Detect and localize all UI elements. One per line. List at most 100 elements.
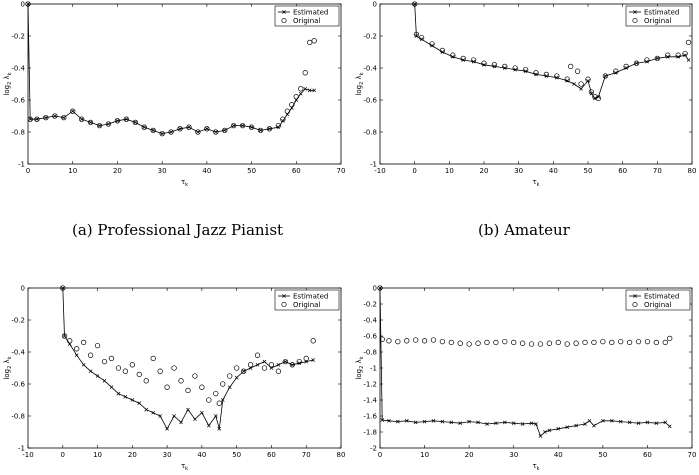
estimated-point — [311, 358, 316, 362]
estimated-point — [165, 426, 169, 431]
original-point — [108, 355, 115, 362]
original-point — [293, 94, 299, 100]
estimated-point — [123, 394, 128, 399]
x-axis-label: τk — [532, 178, 539, 188]
original-point — [582, 339, 588, 346]
original-point — [439, 47, 446, 54]
legend-box — [625, 5, 691, 27]
x-tick-label: 20 — [480, 167, 489, 175]
plot-area — [27, 287, 342, 449]
x-tick-label: 40 — [549, 167, 558, 175]
estimated-point — [28, 117, 33, 122]
estimated-point — [663, 420, 668, 425]
y-tick-label: -1.4 — [363, 397, 377, 405]
original-point — [537, 341, 544, 347]
original-point — [74, 346, 80, 352]
legend-original-marker — [632, 301, 638, 308]
x-tick-label: 70 — [302, 451, 311, 459]
estimated-point — [88, 120, 93, 125]
estimated-point — [307, 88, 312, 93]
estimated-point — [88, 369, 93, 374]
x-tick-label: 10 — [68, 167, 77, 175]
original-point — [302, 70, 308, 76]
original-point — [613, 68, 619, 74]
original-point — [685, 39, 692, 46]
estimated-point — [665, 54, 670, 59]
original-point — [268, 362, 275, 368]
original-point — [311, 38, 317, 44]
original-point — [522, 66, 529, 73]
original-point — [502, 338, 508, 345]
original-point — [573, 340, 579, 346]
x-tick-label: 10 — [445, 167, 454, 175]
x-tick-label: 20 — [113, 167, 122, 175]
estimated-point — [502, 420, 507, 425]
estimated-point — [281, 118, 285, 123]
estimated-point — [290, 362, 295, 367]
estimated-point — [686, 58, 691, 62]
original-point — [457, 340, 463, 346]
original-point — [493, 339, 499, 346]
estimated-point — [62, 334, 67, 338]
original-point — [240, 368, 247, 374]
original-point — [60, 285, 66, 291]
caption-b: (b) Amateur — [478, 221, 570, 239]
original-point — [136, 371, 142, 378]
original-point — [34, 116, 40, 122]
original-point — [213, 129, 219, 135]
y-tick-label: -0.8 — [11, 129, 25, 137]
original-point — [199, 384, 205, 390]
x-tick-label: 70 — [653, 167, 662, 175]
original-point — [261, 365, 268, 371]
original-point — [635, 338, 642, 345]
x-tick-label: 30 — [158, 167, 167, 175]
x-tick-label: -10 — [22, 451, 33, 459]
original-point — [588, 89, 595, 95]
estimated-point — [79, 117, 84, 122]
estimated-point — [667, 424, 672, 429]
estimated-point — [124, 117, 129, 122]
y-tick-label: 0 — [373, 1, 377, 9]
original-point — [412, 1, 418, 7]
x-tick-label: 80 — [688, 167, 697, 175]
estimated-point — [231, 123, 236, 128]
original-point — [609, 339, 615, 346]
original-point — [129, 362, 135, 368]
estimated-point — [676, 54, 680, 59]
estimated-point — [574, 423, 578, 428]
original-point — [386, 338, 392, 344]
original-point — [533, 70, 539, 76]
plot-area — [379, 3, 693, 165]
estimated-point — [520, 422, 525, 426]
estimated-point — [220, 398, 225, 402]
original-point — [511, 339, 517, 346]
y-tick-label: -0.2 — [363, 33, 377, 41]
legend-estimated-label: Estimated — [644, 9, 679, 17]
original-point — [79, 116, 85, 122]
estimated-point — [35, 117, 39, 122]
y-tick-label: -0.8 — [11, 413, 25, 421]
estimated-point — [283, 359, 288, 364]
original-point — [377, 285, 383, 291]
x-tick-label: 30 — [509, 451, 518, 459]
estimated-point — [523, 69, 528, 74]
y-tick-label: -0.8 — [363, 129, 377, 137]
original-point — [70, 108, 76, 114]
estimated-point — [187, 125, 191, 130]
original-point — [460, 55, 466, 62]
estimated-point — [303, 86, 308, 91]
estimated-point — [81, 362, 86, 367]
original-point — [185, 387, 191, 394]
estimated-point — [645, 59, 649, 64]
estimated-point — [240, 123, 245, 128]
x-tick-label: 70 — [688, 451, 697, 459]
estimated-point — [634, 61, 639, 66]
original-point — [665, 52, 671, 58]
original-point — [395, 338, 401, 345]
estimated-point — [579, 86, 583, 91]
original-point — [418, 34, 425, 41]
estimated-point — [142, 125, 147, 130]
estimated-point — [26, 2, 30, 6]
x-tick-label: 0 — [412, 167, 416, 175]
x-tick-label: -10 — [374, 167, 385, 175]
